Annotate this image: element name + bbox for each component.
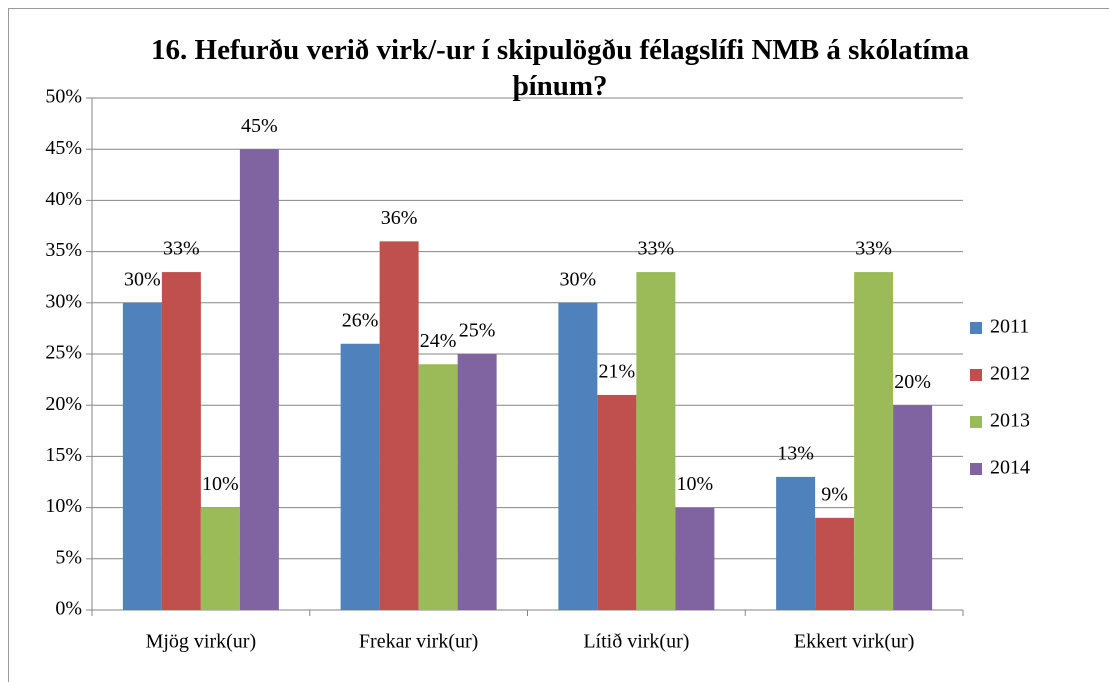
data-label: 30% xyxy=(124,268,161,290)
bar xyxy=(636,272,676,610)
data-label: 20% xyxy=(894,371,931,393)
bar xyxy=(776,476,816,610)
legend-label: 2012 xyxy=(990,363,1030,385)
bar xyxy=(893,405,933,610)
chart-frame xyxy=(8,8,1109,682)
bar xyxy=(597,394,637,610)
legend-swatch xyxy=(970,322,982,334)
bar xyxy=(854,272,894,610)
data-label: 45% xyxy=(241,115,278,137)
bar xyxy=(379,241,419,611)
data-label: 36% xyxy=(381,207,418,229)
bar xyxy=(457,354,497,610)
data-label: 30% xyxy=(560,268,597,290)
bar xyxy=(675,507,715,610)
data-label: 33% xyxy=(163,238,200,260)
data-label: 10% xyxy=(677,473,714,495)
y-tick-label: 15% xyxy=(45,444,82,466)
bar xyxy=(161,272,201,610)
chart-title: 16. Hefurðu verið virk/-ur í skipulögðu … xyxy=(151,34,969,102)
legend-swatch xyxy=(970,463,982,475)
y-tick-label: 50% xyxy=(45,86,82,108)
x-tick-label: Mjög virk(ur) xyxy=(146,631,257,653)
data-label: 26% xyxy=(342,309,379,331)
data-label: 10% xyxy=(202,473,239,495)
x-tick-label: Ekkert virk(ur) xyxy=(794,631,915,653)
data-label: 24% xyxy=(420,330,457,352)
x-tick-label: Frekar virk(ur) xyxy=(359,631,478,653)
y-tick-label: 10% xyxy=(45,495,82,517)
y-tick-label: 25% xyxy=(45,342,82,364)
legend-swatch xyxy=(970,369,982,381)
y-tick-label: 5% xyxy=(55,546,82,568)
bar xyxy=(340,343,380,610)
y-tick-label: 0% xyxy=(55,598,82,620)
y-tick-label: 35% xyxy=(45,239,82,261)
y-tick-label: 45% xyxy=(45,137,82,159)
data-label: 33% xyxy=(855,238,892,260)
data-label: 9% xyxy=(821,483,848,505)
legend-label: 2011 xyxy=(990,316,1029,338)
bar xyxy=(122,302,162,610)
data-label: 25% xyxy=(459,320,496,342)
bar xyxy=(418,364,458,610)
legend-swatch xyxy=(970,416,982,428)
y-tick-label: 20% xyxy=(45,393,82,415)
x-tick-label: Lítið virk(ur) xyxy=(583,631,689,653)
data-label: 33% xyxy=(638,238,675,260)
bar xyxy=(200,507,240,610)
y-tick-label: 40% xyxy=(45,188,82,210)
data-label: 21% xyxy=(599,361,636,383)
y-tick-label: 30% xyxy=(45,290,82,312)
legend-label: 2014 xyxy=(990,457,1030,479)
data-label: 13% xyxy=(777,442,814,464)
legend-label: 2013 xyxy=(990,410,1030,432)
bar xyxy=(558,302,598,610)
bar xyxy=(239,149,279,610)
bar xyxy=(815,517,855,610)
